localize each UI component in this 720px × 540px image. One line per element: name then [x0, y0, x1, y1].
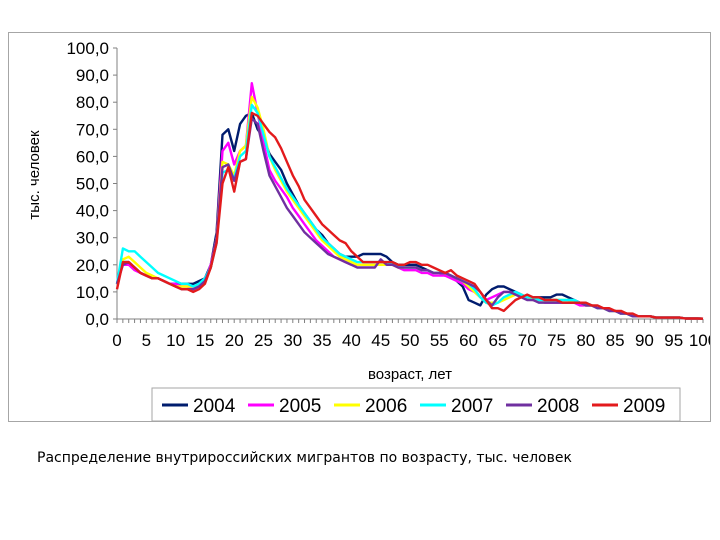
- legend-label-2005: 2005: [279, 396, 321, 417]
- x-tick-label: 95: [664, 331, 683, 350]
- series-line-2004: [115, 111, 704, 320]
- y-tick-label: 80,0: [76, 93, 109, 112]
- x-tick-label: 15: [195, 331, 214, 350]
- y-tick-label: 30,0: [76, 229, 109, 248]
- x-tick-label: 90: [635, 331, 654, 350]
- y-tick-label: 20,0: [76, 256, 109, 275]
- x-tick-label: 25: [254, 331, 273, 350]
- x-tick-label: 40: [342, 331, 361, 350]
- x-tick-label: 80: [576, 331, 595, 350]
- x-tick-label: 45: [371, 331, 390, 350]
- legend-label-2004: 2004: [193, 396, 236, 417]
- x-tick-label: 35: [313, 331, 332, 350]
- y-tick-label: 50,0: [76, 175, 109, 194]
- x-tick-label: 0: [112, 331, 121, 350]
- legend-label-2008: 2008: [537, 396, 579, 417]
- y-tick-label: 40,0: [76, 202, 109, 221]
- axes: [116, 48, 703, 320]
- line-chart: 0,0 10,0 20,0 30,0 40,0 50,0 60,0 70,0 80,0 90,0 1…: [26, 39, 710, 421]
- x-tick-label: 70: [518, 331, 537, 350]
- series-line-2008: [115, 117, 704, 320]
- x-tick-label: 30: [283, 331, 302, 350]
- x-tick-label: 75: [547, 331, 566, 350]
- y-tick-label: 10,0: [76, 283, 109, 302]
- x-tick-label: 65: [488, 331, 507, 350]
- x-tick-label: 55: [430, 331, 449, 350]
- series-line-2009: [115, 111, 704, 320]
- x-tick-label: 50: [401, 331, 420, 350]
- legend-label-2006: 2006: [365, 396, 407, 417]
- x-tick-label: 20: [225, 331, 244, 350]
- x-axis-title: возраст, лет: [368, 366, 452, 383]
- x-tick-label: 10: [166, 331, 185, 350]
- x-tick-label: 5: [142, 331, 151, 350]
- series-lines: [115, 82, 704, 320]
- chart-caption: Распределение внутрироссийских мигрантов…: [37, 450, 572, 466]
- legend-label-2009: 2009: [623, 396, 665, 417]
- chart-frame: 0,0 10,0 20,0 30,0 40,0 50,0 60,0 70,0 80,0 90,0 1…: [8, 32, 711, 422]
- y-tick-label: 0,0: [85, 310, 109, 329]
- x-tick-label: 60: [459, 331, 478, 350]
- y-axis-ticks: 0,0 10,0 20,0 30,0 40,0 50,0 60,0 70,0 80,0 90,0 1…: [66, 39, 117, 329]
- y-tick-label: 60,0: [76, 147, 109, 166]
- x-tick-label: 100: [689, 331, 710, 350]
- legend-label-2007: 2007: [451, 396, 493, 417]
- x-tick-label: 85: [606, 331, 625, 350]
- y-tick-label: 70,0: [76, 120, 109, 139]
- legend: 2004 2005 2006 2007 2008 2009: [151, 387, 681, 421]
- y-tick-label: 100,0: [66, 39, 109, 58]
- series-line-2007: [115, 103, 704, 320]
- y-tick-label: 90,0: [76, 66, 109, 85]
- y-axis-title: тыс. человек: [26, 130, 43, 220]
- x-axis-ticks: 0 5 10 15 20 25 30 35 40 45 50 55 60 65 70 75 80 85 90 95 10…: [112, 319, 710, 350]
